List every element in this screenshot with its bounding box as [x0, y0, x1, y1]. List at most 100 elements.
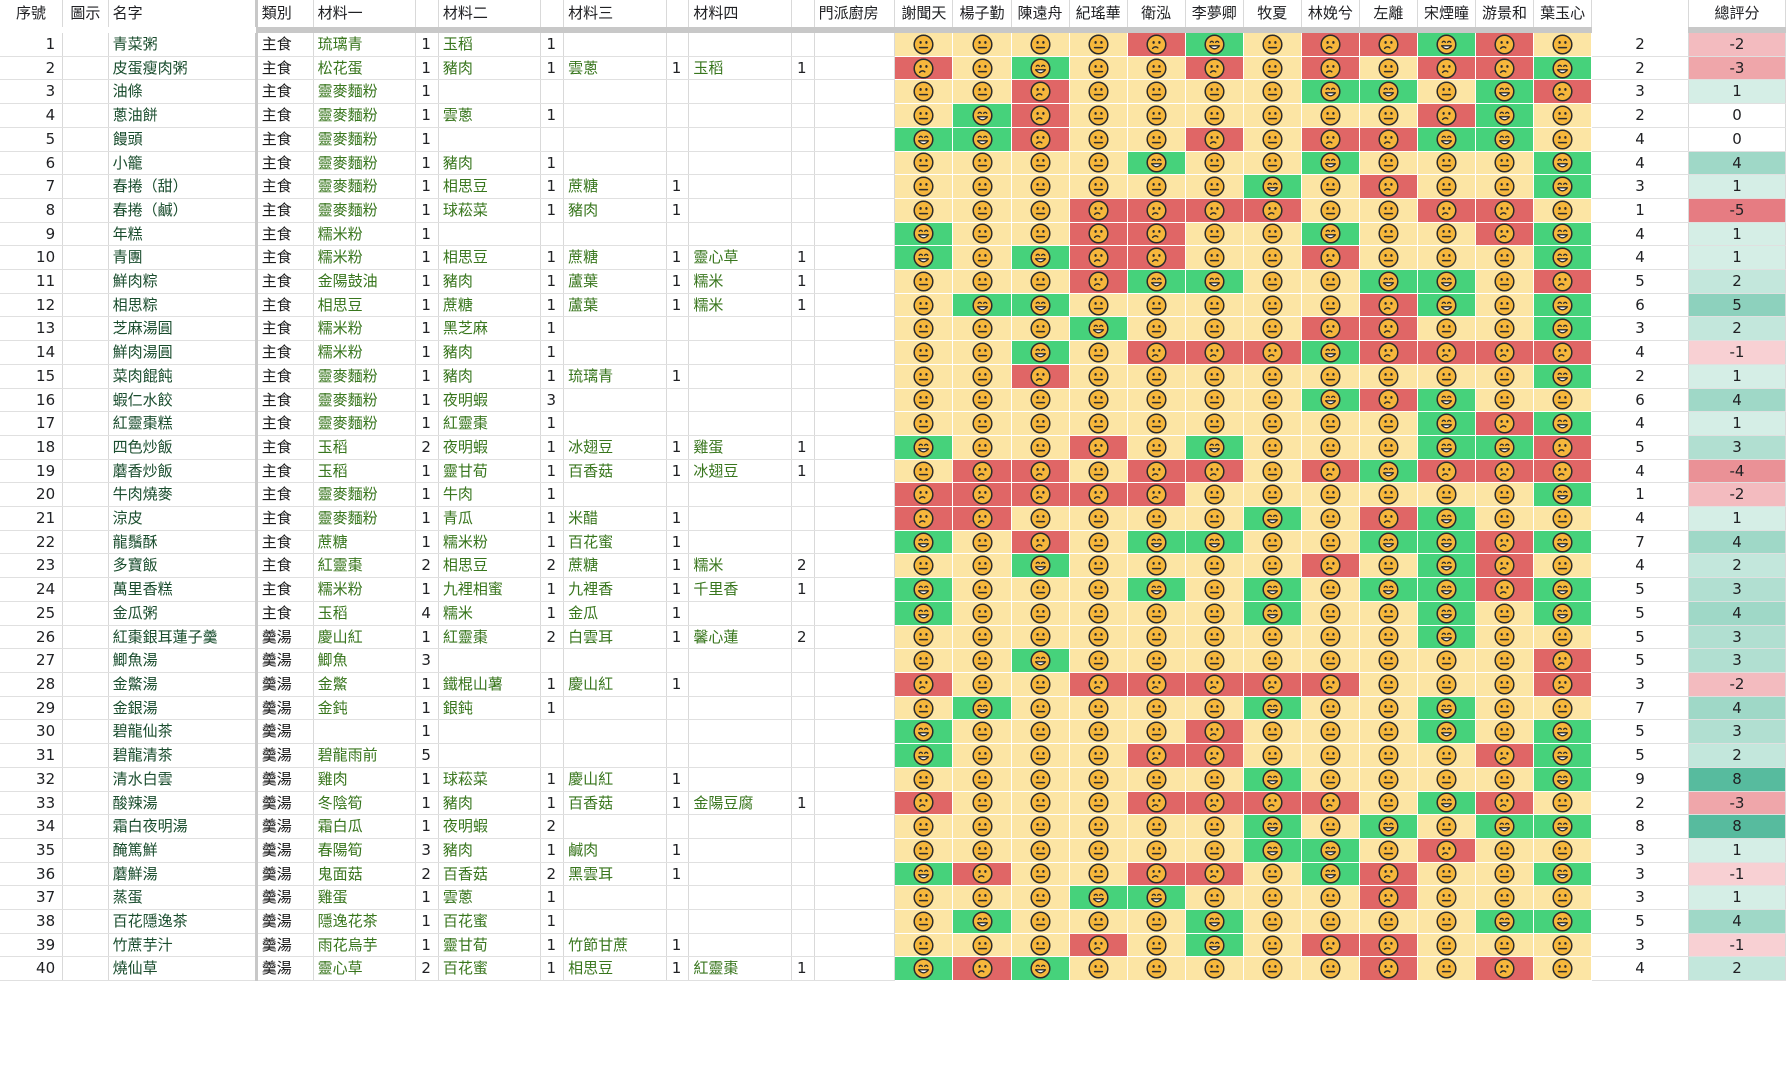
- reaction-cell[interactable]: [1301, 411, 1360, 436]
- table-row[interactable]: 18 四色炒飯 主食 玉稻 2 夜明蝦 1 冰翅豆 1 雞蛋 1 5 3: [0, 435, 1786, 460]
- reaction-cell[interactable]: [1533, 530, 1593, 555]
- reaction-cell[interactable]: [1533, 459, 1593, 484]
- reaction-cell[interactable]: [1011, 293, 1070, 318]
- reaction-cell[interactable]: [1301, 33, 1360, 57]
- reaction-cell[interactable]: [1417, 933, 1477, 958]
- reaction-cell[interactable]: [1011, 482, 1070, 508]
- reaction-cell[interactable]: [1127, 103, 1186, 128]
- reaction-cell[interactable]: [1243, 316, 1302, 342]
- col-header-kitchen[interactable]: 門派廚房: [814, 0, 896, 27]
- table-row[interactable]: 1 青菜粥 主食 琉璃青 1 玉稻 1 2 -2: [0, 33, 1786, 57]
- table-row[interactable]: 36 蘑鮮湯 羹湯 鬼面菇 2 百香菇 2 黑雲耳 1 3 -1: [0, 862, 1786, 887]
- dish-name[interactable]: 鮮肉湯圓: [108, 340, 257, 365]
- reaction-cell[interactable]: [1127, 601, 1186, 626]
- dish-name[interactable]: 鯽魚湯: [108, 648, 257, 673]
- reaction-cell[interactable]: [952, 340, 1012, 365]
- reaction-cell[interactable]: [1301, 364, 1360, 389]
- reaction-cell[interactable]: [1359, 814, 1418, 839]
- reaction-cell[interactable]: [1185, 388, 1244, 413]
- col-header-category[interactable]: 類別: [254, 0, 314, 27]
- reaction-cell[interactable]: [1475, 174, 1535, 199]
- reaction-cell[interactable]: [1417, 767, 1477, 792]
- reaction-cell[interactable]: [1011, 743, 1070, 768]
- reaction-cell[interactable]: [1127, 791, 1186, 816]
- reaction-cell[interactable]: [1301, 648, 1360, 673]
- dish-name[interactable]: 春捲（甜）: [108, 174, 257, 199]
- reaction-cell[interactable]: [952, 956, 1012, 982]
- reaction-cell[interactable]: [1359, 719, 1418, 745]
- reaction-cell[interactable]: [1475, 482, 1535, 508]
- reaction-cell[interactable]: [1417, 459, 1477, 484]
- reaction-cell[interactable]: [1475, 648, 1535, 673]
- table-row[interactable]: 26 紅棗銀耳蓮子羹 羹湯 慶山紅 1 紅靈棗 2 白雲耳 1 馨心蓮 2 5 3: [0, 625, 1786, 650]
- reaction-cell[interactable]: [894, 956, 954, 982]
- reaction-cell[interactable]: [952, 174, 1012, 199]
- reaction-cell[interactable]: [1127, 316, 1186, 342]
- col-header-char-4[interactable]: 衛泓: [1127, 0, 1186, 27]
- reaction-cell[interactable]: [1127, 625, 1186, 650]
- reaction-cell[interactable]: [1243, 506, 1302, 531]
- col-header-char-6[interactable]: 牧夏: [1243, 0, 1302, 27]
- reaction-cell[interactable]: [1417, 743, 1477, 768]
- reaction-cell[interactable]: [1127, 388, 1186, 413]
- reaction-cell[interactable]: [1011, 56, 1070, 81]
- reaction-cell[interactable]: [952, 625, 1012, 650]
- reaction-cell[interactable]: [1475, 553, 1535, 579]
- reaction-cell[interactable]: [1475, 696, 1535, 721]
- table-row[interactable]: 4 蔥油餅 主食 靈麥麵粉 1 雲蔥 1 2 0: [0, 103, 1786, 128]
- reaction-cell[interactable]: [1417, 245, 1477, 271]
- reaction-cell[interactable]: [894, 696, 954, 721]
- reaction-cell[interactable]: [1127, 364, 1186, 389]
- reaction-cell[interactable]: [1301, 672, 1360, 697]
- table-row[interactable]: 2 皮蛋瘦肉粥 主食 松花蛋 1 豬肉 1 雲蔥 1 玉稻 1 2 -3: [0, 56, 1786, 81]
- reaction-cell[interactable]: [1417, 388, 1477, 413]
- reaction-cell[interactable]: [1301, 435, 1360, 460]
- reaction-cell[interactable]: [894, 127, 954, 152]
- reaction-cell[interactable]: [1301, 553, 1360, 579]
- reaction-cell[interactable]: [1185, 577, 1244, 602]
- reaction-cell[interactable]: [1417, 909, 1477, 934]
- reaction-cell[interactable]: [1359, 530, 1418, 555]
- reaction-cell[interactable]: [1301, 79, 1360, 105]
- table-row[interactable]: 25 金瓜粥 主食 玉稻 4 糯米 1 金瓜 1 5 4: [0, 601, 1786, 626]
- reaction-cell[interactable]: [1011, 79, 1070, 105]
- reaction-cell[interactable]: [1127, 909, 1186, 934]
- table-row[interactable]: 40 燒仙草 羹湯 靈心草 2 百花蜜 1 相思豆 1 紅靈棗 1 4 2: [0, 956, 1786, 982]
- reaction-cell[interactable]: [1301, 909, 1360, 934]
- reaction-cell[interactable]: [1243, 601, 1302, 626]
- reaction-cell[interactable]: [1301, 577, 1360, 602]
- reaction-cell[interactable]: [894, 625, 954, 650]
- reaction-cell[interactable]: [952, 577, 1012, 602]
- reaction-cell[interactable]: [1069, 482, 1128, 508]
- reaction-cell[interactable]: [1243, 293, 1302, 318]
- reaction-cell[interactable]: [1069, 127, 1128, 152]
- reaction-cell[interactable]: [1011, 174, 1070, 199]
- col-header-char-5[interactable]: 李夢卿: [1185, 0, 1244, 27]
- table-row[interactable]: 38 百花隱逸茶 羹湯 隱逸花茶 1 百花蜜 1 5 4: [0, 909, 1786, 934]
- reaction-cell[interactable]: [1475, 293, 1535, 318]
- reaction-cell[interactable]: [1243, 127, 1302, 152]
- reaction-cell[interactable]: [1417, 577, 1477, 602]
- reaction-cell[interactable]: [952, 364, 1012, 389]
- reaction-cell[interactable]: [1359, 506, 1418, 531]
- reaction-cell[interactable]: [1359, 103, 1418, 128]
- reaction-cell[interactable]: [952, 459, 1012, 484]
- dish-name[interactable]: 蔥油餅: [108, 103, 257, 128]
- dish-name[interactable]: 龍鬚酥: [108, 530, 257, 555]
- dish-name[interactable]: 青團: [108, 245, 257, 271]
- reaction-cell[interactable]: [1127, 340, 1186, 365]
- reaction-cell[interactable]: [1185, 103, 1244, 128]
- reaction-cell[interactable]: [952, 862, 1012, 887]
- table-row[interactable]: 17 紅靈棗糕 主食 靈麥麵粉 1 紅靈棗 1 4 1: [0, 411, 1786, 436]
- reaction-cell[interactable]: [1127, 482, 1186, 508]
- reaction-cell[interactable]: [894, 885, 954, 911]
- reaction-cell[interactable]: [1301, 198, 1360, 223]
- reaction-cell[interactable]: [894, 340, 954, 365]
- reaction-cell[interactable]: [1185, 459, 1244, 484]
- reaction-cell[interactable]: [1069, 245, 1128, 271]
- reaction-cell[interactable]: [894, 435, 954, 460]
- reaction-cell[interactable]: [1243, 577, 1302, 602]
- reaction-cell[interactable]: [1243, 435, 1302, 460]
- reaction-cell[interactable]: [1417, 553, 1477, 579]
- reaction-cell[interactable]: [952, 885, 1012, 911]
